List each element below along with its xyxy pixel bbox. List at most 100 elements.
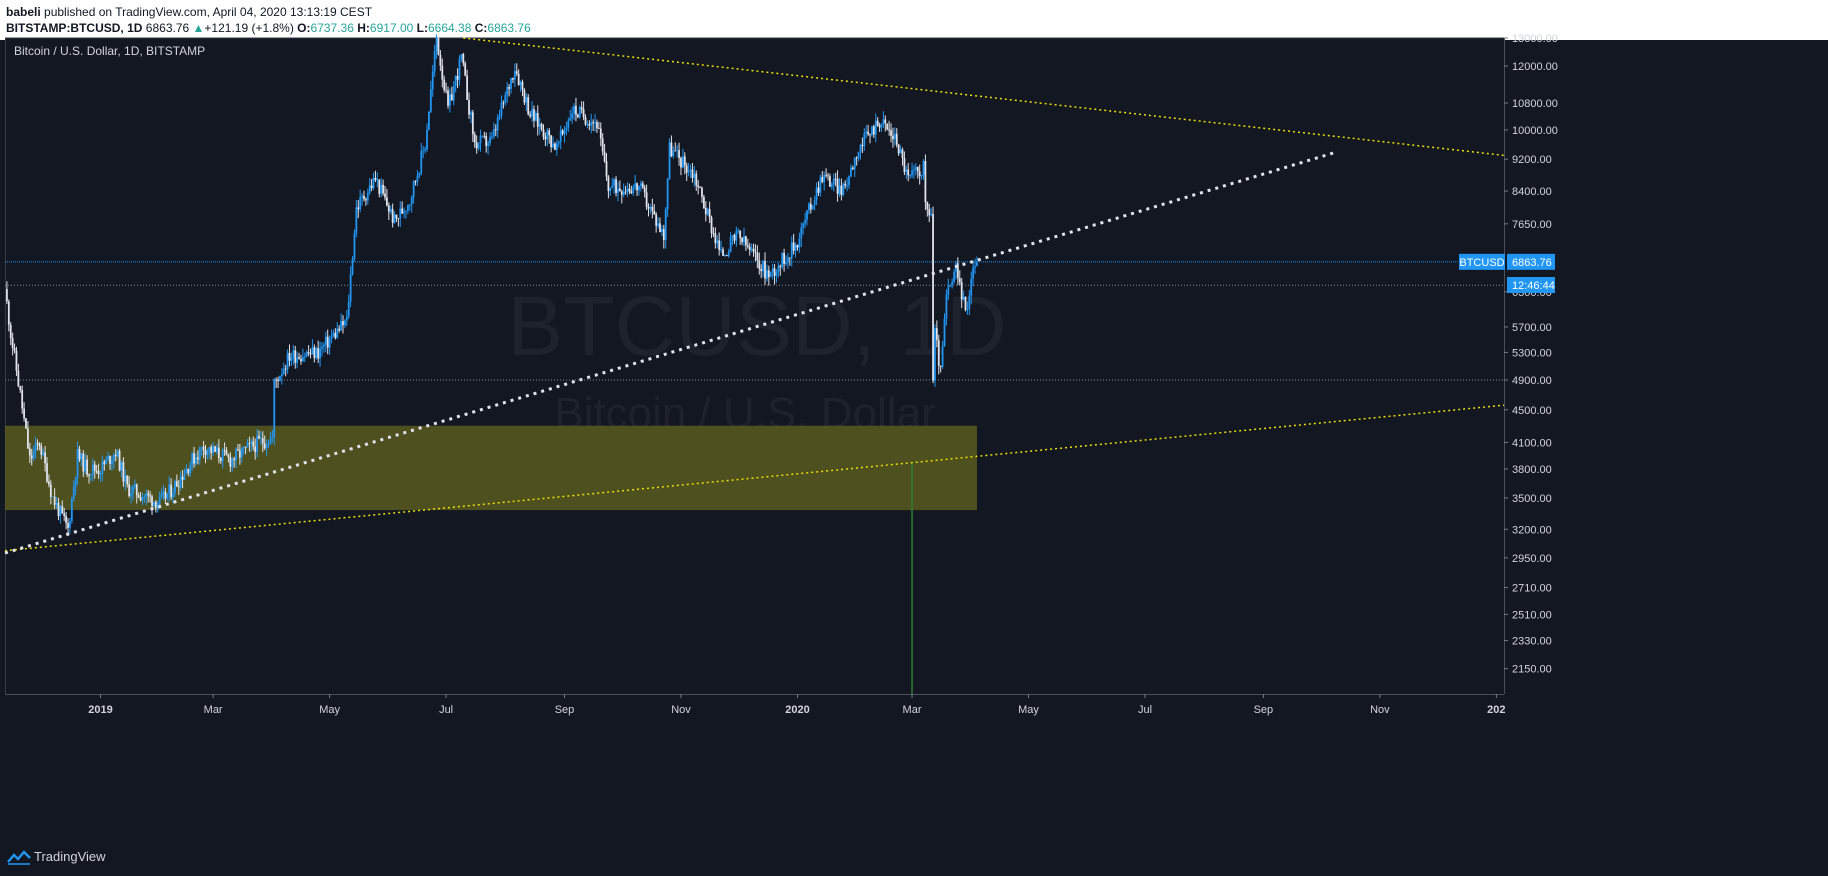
candle-body: [594, 122, 596, 124]
candle-body: [909, 175, 912, 176]
candle-body: [301, 357, 304, 362]
candle-body: [874, 120, 877, 135]
candle-body: [832, 178, 835, 185]
candle-body: [439, 54, 442, 66]
candle-body: [84, 459, 87, 472]
candle-body: [639, 183, 642, 186]
candle-body: [111, 460, 113, 464]
x-tick-label: 202: [1487, 704, 1505, 716]
candle-body: [334, 332, 337, 338]
candle-body: [65, 515, 68, 523]
candle-body: [508, 87, 511, 89]
candle-body: [473, 134, 476, 143]
candle-body: [559, 130, 562, 142]
candle-body: [884, 119, 887, 124]
candle-body: [567, 120, 570, 128]
candle-body: [538, 123, 541, 127]
candle-body: [798, 238, 801, 248]
y-tick-label: 10800.00: [1512, 98, 1558, 110]
candle-body: [565, 127, 568, 130]
author-name[interactable]: babeli: [6, 5, 41, 19]
candle-body: [825, 175, 828, 176]
candle-body: [63, 513, 66, 516]
candle-body: [143, 496, 146, 498]
publish-header: babeli published on TradingView.com, Apr…: [0, 0, 1828, 40]
candle-body: [708, 209, 711, 218]
low-label: L:: [416, 21, 428, 35]
candle-body: [827, 175, 829, 177]
candle-body: [458, 58, 461, 80]
symbol-ohlc-line: BITSTAMP:BTCUSD, 1D 6863.76 ▲+121.19 (+1…: [6, 21, 531, 35]
candle-body: [651, 206, 654, 211]
candle-body: [725, 254, 728, 256]
candle-body: [521, 81, 524, 90]
candle-body: [48, 481, 50, 485]
tradingview-logo-icon[interactable]: [6, 848, 32, 866]
candle-body: [91, 464, 94, 475]
candle-body: [653, 210, 656, 215]
candle-body: [328, 339, 331, 348]
candle-body: [783, 252, 785, 264]
candle-body: [357, 207, 360, 210]
candle-body: [433, 51, 436, 72]
candle-body: [212, 446, 215, 454]
candle-body: [750, 248, 753, 251]
candle-body: [842, 183, 845, 195]
candle-body: [223, 450, 226, 452]
candle-body: [435, 37, 438, 52]
y-tick-label: 4900.00: [1512, 375, 1552, 387]
candle-body: [36, 443, 39, 445]
candle-body: [368, 185, 371, 193]
candle-body: [605, 161, 608, 177]
symbol-tag: BTCUSD: [1459, 257, 1504, 269]
candle-body: [217, 447, 220, 459]
rising-trendline: [4, 150, 1339, 555]
candle-body: [204, 450, 207, 455]
candle-body: [261, 438, 264, 444]
candle-body: [695, 173, 698, 186]
candle-body: [678, 150, 680, 158]
candle-body: [830, 184, 833, 187]
candle-body: [162, 491, 165, 494]
candle-body: [815, 187, 818, 201]
candle-body: [292, 350, 295, 358]
candle-body: [956, 263, 959, 279]
candle-body: [210, 447, 213, 454]
candle-body: [974, 266, 976, 268]
high-value: 6917.00: [369, 21, 414, 35]
candle-body: [412, 181, 415, 198]
candle-body: [489, 136, 491, 144]
candle-body: [580, 107, 583, 110]
candle-body: [813, 200, 816, 206]
candle-body: [246, 443, 249, 448]
candle-body: [407, 205, 409, 211]
candle-body: [231, 458, 234, 467]
candle-body: [544, 136, 547, 140]
candle-body: [365, 199, 367, 201]
candle-body: [259, 438, 262, 439]
candle-body: [309, 353, 312, 355]
candle-body: [391, 209, 394, 223]
candle-body: [590, 122, 593, 126]
candle-body: [487, 143, 490, 146]
candle-body: [492, 129, 495, 137]
tradingview-brand[interactable]: TradingView: [34, 849, 106, 864]
candle-body: [905, 169, 908, 172]
up-arrow-icon: ▲: [192, 21, 205, 35]
candle-body: [926, 202, 929, 210]
candle-body: [779, 265, 782, 267]
x-tick-label: 2019: [88, 704, 112, 716]
candle-body: [300, 359, 302, 362]
candle-body: [498, 115, 501, 118]
candle-body: [790, 242, 793, 259]
candle-body: [555, 143, 558, 150]
candle-body: [557, 141, 560, 144]
candle-body: [345, 316, 348, 321]
candle-body: [13, 347, 16, 351]
candle-body: [447, 90, 449, 106]
candle-body: [739, 230, 742, 238]
candle-body: [74, 477, 77, 487]
candle-body: [38, 443, 41, 446]
candle-body: [122, 462, 125, 482]
